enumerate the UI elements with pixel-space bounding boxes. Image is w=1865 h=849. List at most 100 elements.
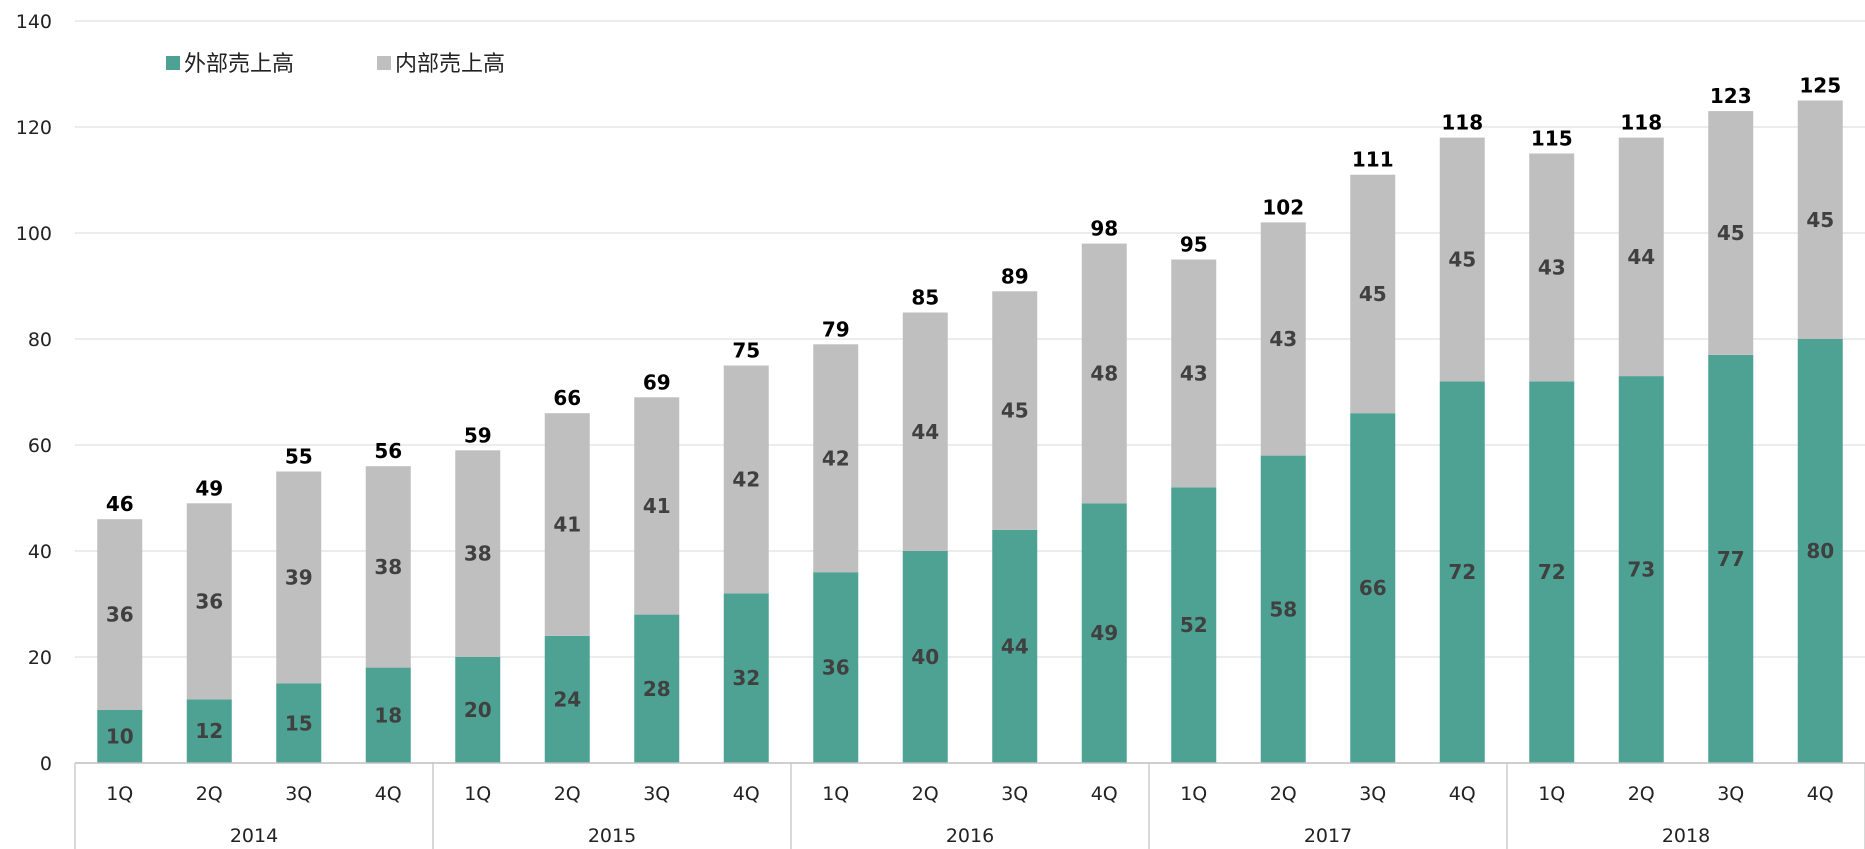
y-tick-label: 40 (28, 541, 52, 563)
data-label-external: 52 (1180, 613, 1208, 637)
x-tick-label-quarter: 1Q (464, 783, 491, 805)
bar-internal (455, 450, 501, 657)
legend: 外部売上高 内部売上高 (166, 52, 505, 77)
x-tick-label-quarter: 2Q (196, 783, 223, 805)
bar-external (97, 710, 143, 763)
data-label-external: 73 (1627, 558, 1655, 582)
y-tick-label: 100 (16, 223, 52, 245)
bar-external (1350, 413, 1396, 763)
data-label-internal: 38 (374, 555, 402, 579)
data-label-internal: 39 (285, 566, 313, 590)
data-label-external: 10 (106, 725, 134, 749)
data-label-internal: 38 (464, 542, 492, 566)
y-tick-label: 20 (28, 647, 52, 669)
bar-internal (1439, 137, 1485, 382)
bar-external (992, 529, 1038, 763)
bar-internal (1618, 137, 1664, 377)
x-tick-label-quarter: 1Q (822, 783, 849, 805)
legend-label-internal: 内部売上高 (395, 52, 505, 77)
bar-external (1260, 455, 1306, 763)
x-tick-label-quarter: 2Q (912, 783, 939, 805)
legend-label-external: 外部売上高 (184, 52, 294, 77)
data-label-external: 72 (1538, 560, 1566, 584)
bar-external (1439, 381, 1485, 763)
x-tick-label-quarter: 4Q (733, 783, 760, 805)
data-label-internal: 43 (1538, 255, 1566, 279)
x-tick-label-year: 2016 (946, 825, 994, 847)
data-label-external: 49 (1090, 621, 1118, 645)
data-label-external: 44 (1001, 634, 1029, 658)
data-label-internal: 45 (1359, 282, 1387, 306)
bar-internal (186, 503, 232, 700)
data-label-internal: 45 (1448, 248, 1476, 272)
x-tick-label-quarter: 4Q (1449, 783, 1476, 805)
x-tick-label-quarter: 1Q (106, 783, 133, 805)
bar-internal (1797, 100, 1843, 339)
bar-external (813, 572, 859, 763)
data-label-total: 55 (285, 445, 313, 469)
y-tick-label: 120 (16, 117, 52, 139)
bar-external (365, 667, 411, 763)
bar-external (1618, 376, 1664, 763)
x-tick-label-year: 2017 (1304, 825, 1352, 847)
data-label-total: 79 (822, 317, 850, 341)
data-label-total: 49 (195, 476, 223, 500)
data-label-internal: 45 (1806, 208, 1834, 232)
x-tick-label-quarter: 2Q (1270, 783, 1297, 805)
data-label-total: 66 (553, 386, 581, 410)
data-label-internal: 45 (1717, 221, 1745, 245)
data-label-external: 18 (374, 703, 402, 727)
data-label-external: 28 (643, 677, 671, 701)
bar-external (902, 551, 948, 763)
data-label-external: 15 (285, 711, 313, 735)
bar-external (1708, 354, 1754, 763)
data-label-internal: 45 (1001, 399, 1029, 423)
bar-internal (992, 291, 1038, 530)
data-label-external: 20 (464, 698, 492, 722)
data-label-external: 24 (553, 687, 581, 711)
x-tick-label-quarter: 2Q (1628, 783, 1655, 805)
bar-internal (1171, 259, 1217, 488)
data-label-total: 123 (1710, 84, 1752, 108)
bar-external (1797, 339, 1843, 763)
x-tick-label-quarter: 4Q (1807, 783, 1834, 805)
data-label-total: 95 (1180, 233, 1208, 257)
bar-internal (1350, 174, 1396, 414)
x-tick-label-quarter: 4Q (1091, 783, 1118, 805)
bar-internal (1529, 153, 1575, 382)
data-label-total: 69 (643, 370, 671, 394)
bar-external (1171, 487, 1217, 763)
data-label-total: 115 (1531, 127, 1573, 151)
data-label-internal: 43 (1269, 327, 1297, 351)
bar-internal (634, 397, 680, 615)
x-tick-label-year: 2018 (1662, 825, 1710, 847)
data-label-total: 118 (1441, 111, 1483, 135)
y-tick-label: 80 (28, 329, 52, 351)
bar-external (1081, 503, 1127, 763)
data-label-external: 80 (1806, 539, 1834, 563)
data-label-total: 111 (1352, 148, 1394, 172)
data-label-total: 98 (1090, 217, 1118, 241)
x-tick-label-year: 2014 (230, 825, 278, 847)
data-label-external: 12 (195, 719, 223, 743)
y-tick-label: 60 (28, 435, 52, 457)
bar-internal (902, 312, 948, 551)
data-label-external: 66 (1359, 576, 1387, 600)
data-label-internal: 42 (732, 467, 760, 491)
gridlines (75, 20, 1865, 658)
data-label-internal: 36 (106, 603, 134, 627)
bar-internal (97, 519, 143, 710)
data-label-total: 85 (911, 286, 939, 310)
x-tick-label-year: 2015 (588, 825, 636, 847)
bar-internal (723, 365, 769, 594)
data-label-total: 102 (1262, 195, 1304, 219)
data-label-total: 59 (464, 423, 492, 447)
bar-external (723, 593, 769, 763)
data-label-external: 72 (1448, 560, 1476, 584)
bar-internal (1081, 243, 1127, 504)
data-label-internal: 36 (195, 589, 223, 613)
bar-external (186, 699, 232, 763)
bar-internal (276, 471, 322, 684)
data-label-internal: 44 (1627, 245, 1655, 269)
